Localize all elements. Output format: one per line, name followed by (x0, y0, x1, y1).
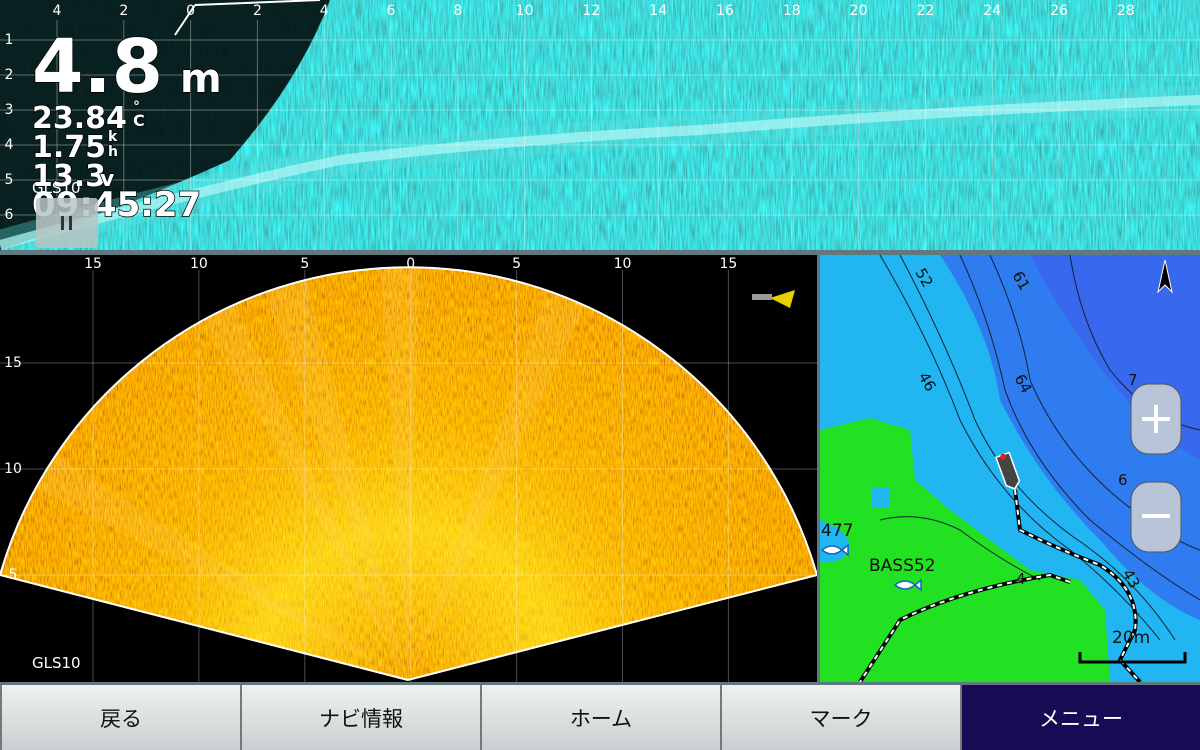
nav-button[interactable]: ナビ情報 (240, 685, 480, 750)
zoom-in[interactable] (1130, 383, 1182, 455)
depth-unit: m (180, 56, 222, 102)
scale-label: 2 (119, 3, 128, 19)
grid: 15 10 5 0 5 10 15 15 10 5 (0, 256, 817, 682)
scale-label: 12 (582, 3, 600, 19)
range-label: 0 (406, 256, 415, 272)
speed-unit: h (108, 144, 118, 160)
depth-label: 4 (5, 137, 14, 153)
scale-label: 26 (1050, 3, 1068, 19)
fish-icon (820, 543, 922, 592)
speed: 1.75 (32, 130, 106, 165)
range-label: 5 (512, 256, 521, 272)
bottom-echo-halo (0, 85, 1200, 252)
scale-label: 10 (516, 3, 534, 19)
waypoint-label: BASS52 (869, 556, 936, 576)
nav-button[interactable]: ホーム (480, 685, 720, 750)
nav-button[interactable]: マーク (720, 685, 960, 750)
depth-label: 1 (5, 32, 14, 48)
beam (0, 267, 610, 680)
shadow (0, 0, 330, 250)
range-label: 10 (190, 256, 208, 272)
waypoint-label: 477 (821, 521, 853, 541)
trail (174, 4, 196, 36)
scale-label: 6 (387, 3, 396, 19)
divider (817, 255, 820, 682)
temperature: 23.84 (32, 101, 127, 136)
source-label: GLS10 (32, 179, 81, 197)
range-label: 15 (4, 355, 22, 371)
north-arrow (1157, 259, 1173, 294)
range-label: 10 (614, 256, 632, 272)
scale-label: 2 (253, 3, 262, 19)
track (859, 489, 1141, 682)
range-label: 5 (9, 567, 18, 583)
scale-label: 4 (320, 3, 329, 19)
divider (0, 250, 1200, 255)
transducer-icon (770, 290, 795, 308)
zoom-in-icon (1142, 405, 1170, 433)
range-label: 15 (84, 256, 102, 272)
nav-button[interactable]: 戻る (0, 685, 240, 750)
range-label: 5 (300, 256, 309, 272)
depth-label: 5 (5, 172, 14, 188)
zoom-out[interactable] (1130, 481, 1182, 553)
transducer-icon (752, 294, 772, 300)
temperature-unit: ° (133, 99, 140, 115)
depth-label: 6 (5, 207, 14, 223)
boat (994, 451, 1021, 490)
pause-button-bg[interactable] (36, 198, 98, 248)
voltage: 13.3 (32, 159, 106, 194)
nav-button[interactable]: メニュー (960, 685, 1200, 750)
scale-label: 20m (1112, 628, 1150, 648)
depth-label: 3 (5, 102, 14, 118)
range-label: 15 (719, 256, 737, 272)
speed-unit: k (108, 129, 118, 145)
scale-label: 14 (649, 3, 667, 19)
scale-bar (1078, 652, 1187, 664)
scale-label: 4 (53, 3, 62, 19)
contour-label: 7 (1128, 371, 1138, 389)
scale-label: 28 (1117, 3, 1135, 19)
scale-label: 22 (916, 3, 934, 19)
land (820, 418, 1110, 682)
scale-label: 18 (783, 3, 801, 19)
scale-label: 24 (983, 3, 1001, 19)
voltage-unit: v (100, 167, 115, 192)
pause-button[interactable] (36, 198, 98, 248)
pause-icon (69, 216, 72, 230)
depth-label: 2 (5, 67, 14, 83)
temperature-unit: C (133, 111, 145, 130)
scale-label: 16 (716, 3, 734, 19)
divider (0, 682, 1200, 685)
source-label: GLS10 (32, 654, 81, 672)
bottom-echo (0, 95, 1200, 250)
fan-outline (0, 266, 819, 682)
pond (872, 487, 890, 507)
trail (194, 0, 321, 6)
pause-icon (61, 216, 64, 230)
scale-label: 8 (453, 3, 462, 19)
contour-label: 4 (1016, 570, 1026, 588)
scale-label: 20 (850, 3, 868, 19)
contour-label: 6 (1118, 471, 1128, 489)
range-label: 10 (4, 461, 22, 477)
scale-label: 0 (186, 3, 195, 19)
depth-value: 4.8 (32, 24, 163, 110)
